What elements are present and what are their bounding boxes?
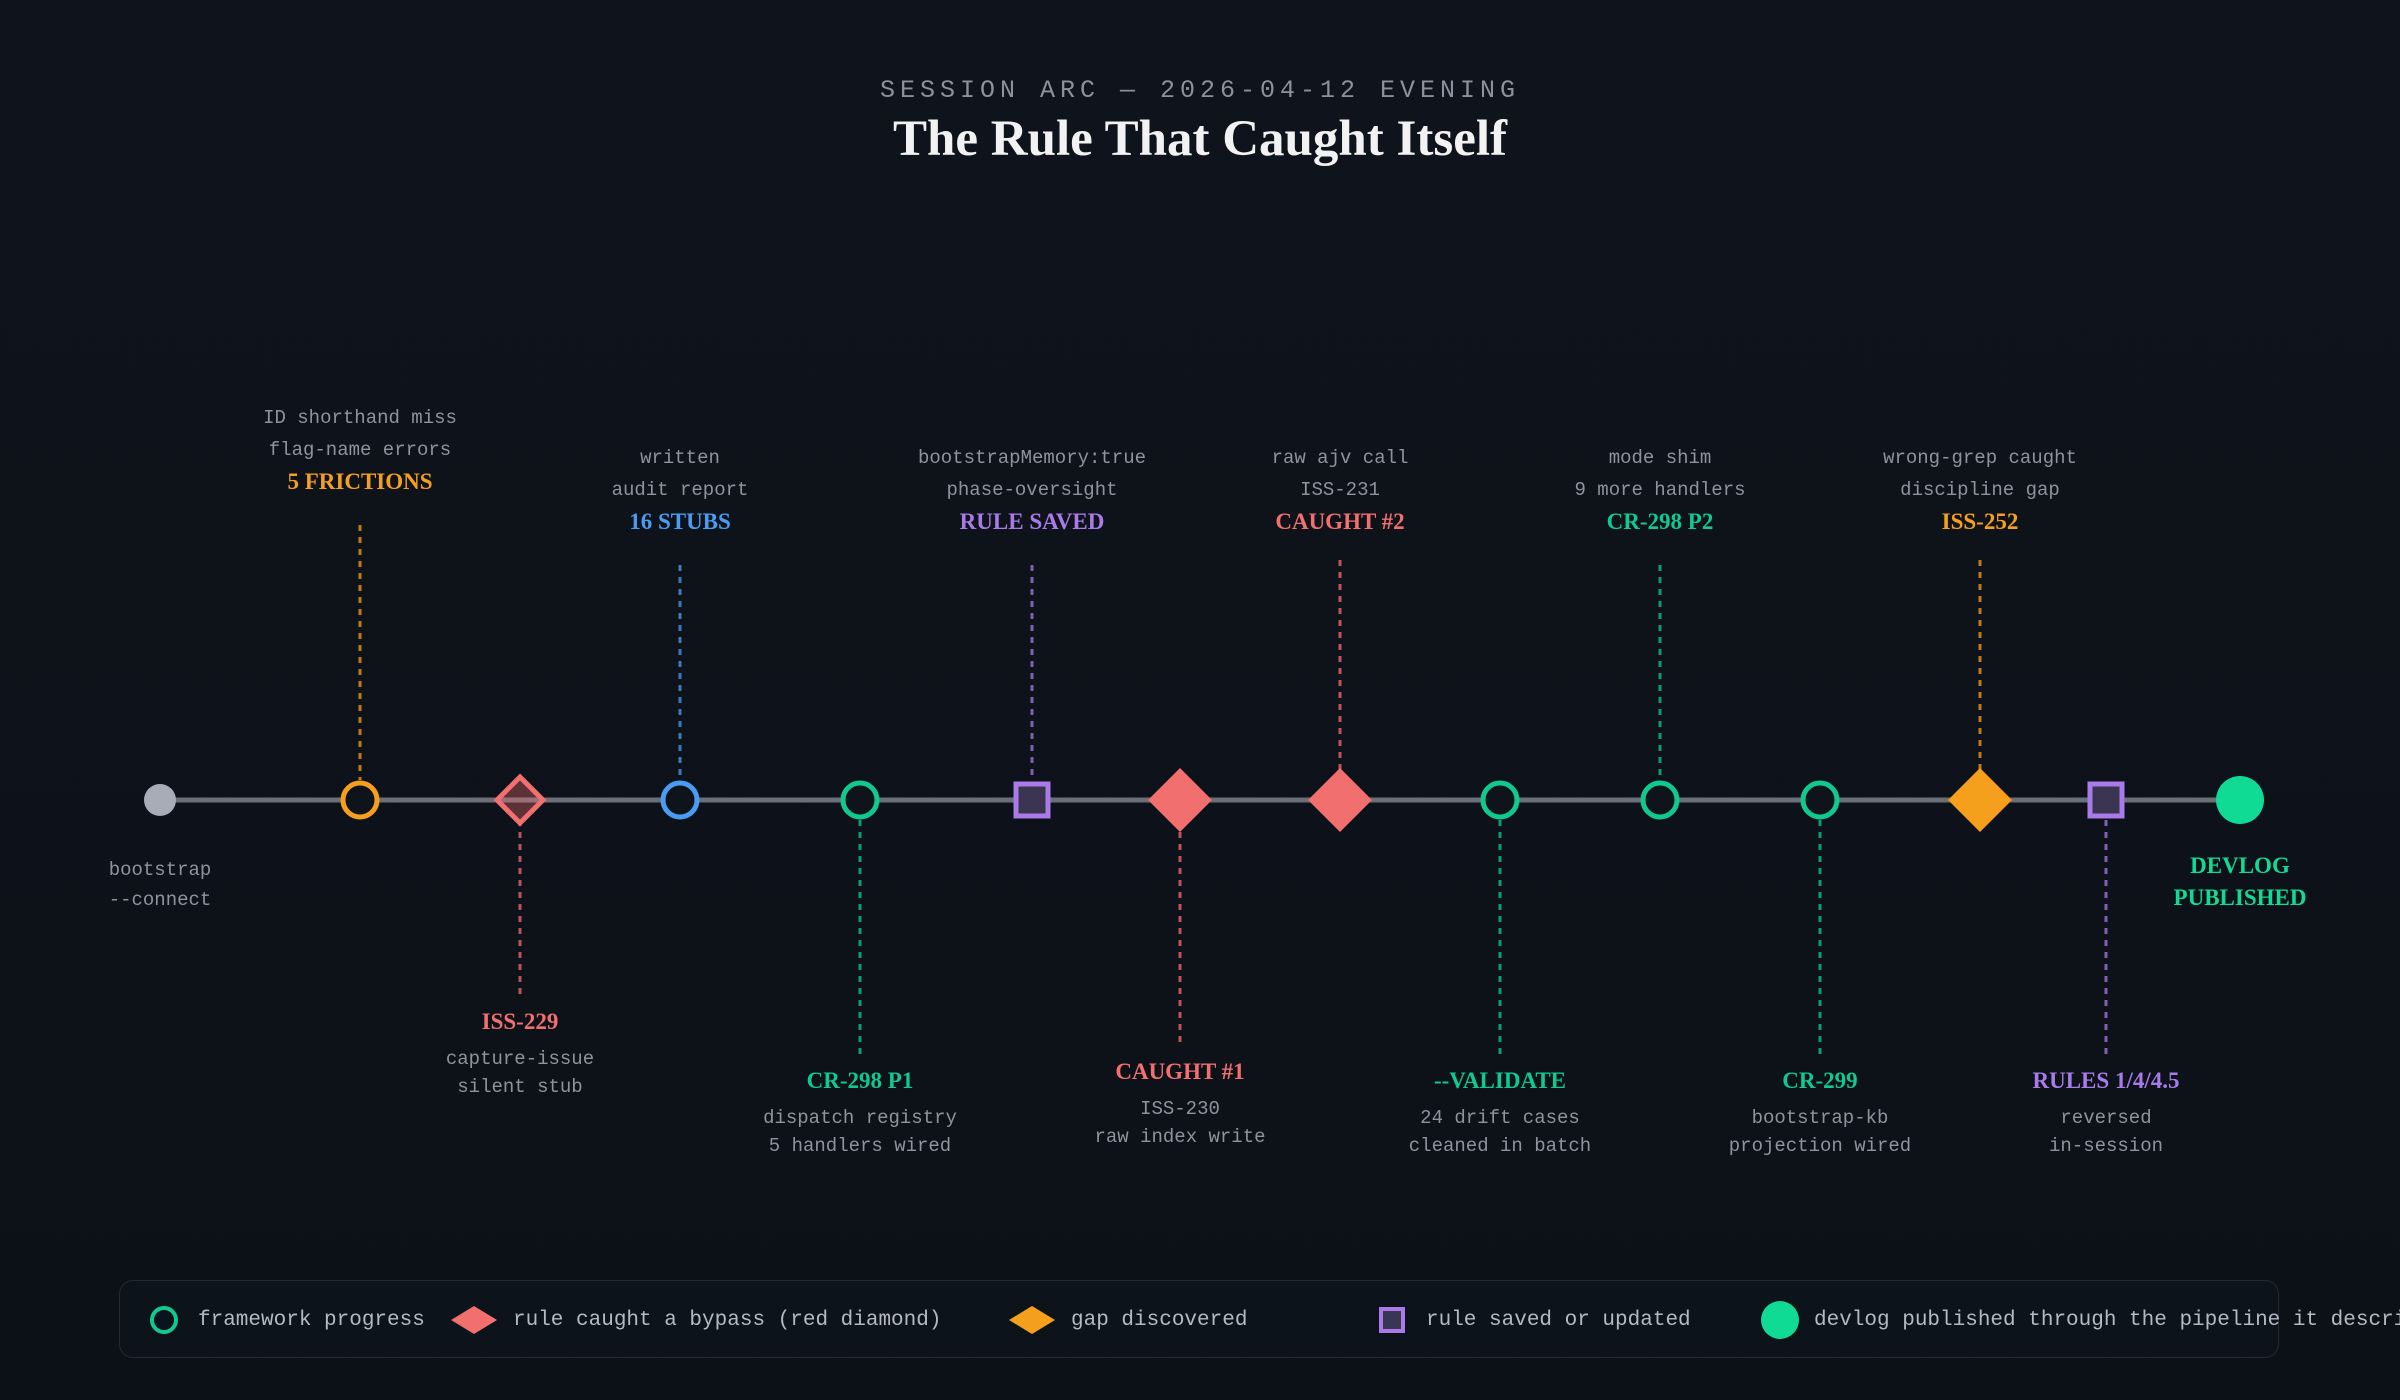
event-title: DEVLOG [2190, 853, 2290, 878]
legend-item: gap discovered [1005, 1281, 1247, 1359]
event-devlog: DEVLOG PUBLISHED [2174, 776, 2307, 910]
event-title: CR-299 [1782, 1068, 1857, 1093]
event-detail: audit report [612, 479, 749, 501]
legend-label: rule saved or updated [1426, 1308, 1691, 1332]
legend-square-icon [1379, 1307, 1405, 1333]
event-detail: --connect [109, 889, 212, 911]
event-detail: raw index write [1094, 1126, 1265, 1148]
event-cr-298-p1: CR-298 P1 dispatch registry 5 handlers wir… [763, 780, 957, 1157]
event-detail: cleaned in batch [1409, 1135, 1591, 1157]
event-title: RULE SAVED [960, 509, 1105, 534]
event-cr-299: CR-299 bootstrap-kb projection wired [1729, 780, 1911, 1157]
event-detail: discipline gap [1900, 479, 2060, 501]
legend-diamond-icon [451, 1306, 497, 1334]
event-title: PUBLISHED [2174, 885, 2307, 910]
event-caught-1: CAUGHT #1 ISS-230 raw index write [1094, 768, 1266, 1148]
legend-item: rule saved or updated [1372, 1281, 1691, 1359]
event-detail: silent stub [457, 1076, 582, 1098]
event-title: 5 FRICTIONS [287, 469, 432, 494]
event-detail: projection wired [1729, 1135, 1911, 1157]
event-title: CR-298 P1 [807, 1068, 914, 1093]
event-detail: raw ajv call [1272, 447, 1409, 469]
event-title: ISS-229 [482, 1009, 559, 1034]
marker-diamond [1148, 768, 1212, 832]
event-caught-2: raw ajv call ISS-231 CAUGHT #2 [1272, 447, 1409, 832]
event-detail: mode shim [1609, 447, 1712, 469]
legend-item: rule caught a bypass (red diamond) [447, 1281, 941, 1359]
event-detail: phase-oversight [946, 479, 1117, 501]
session-kicker: SESSION ARC — 2026-04-12 EVENING [879, 76, 1521, 105]
page-title: The Rule That Caught Itself [893, 111, 1507, 167]
legend-label: gap discovered [1071, 1308, 1248, 1332]
event-detail: bootstrap [109, 859, 212, 881]
event-detail: ID shorthand miss [263, 407, 457, 429]
marker-ring [840, 780, 880, 820]
event-detail: bootstrapMemory:true [918, 447, 1146, 469]
marker-square [2087, 781, 2125, 819]
event-validate: --VALIDATE 24 drift cases cleaned in batch [1409, 780, 1591, 1157]
legend-item: devlog published through the pipeline it… [1760, 1281, 2400, 1359]
legend-label: framework progress [198, 1308, 425, 1332]
event-detail: ISS-230 [1140, 1098, 1220, 1120]
event-detail: flag-name errors [269, 439, 451, 461]
event-detail: ISS-231 [1300, 479, 1380, 501]
event-rule-saved: bootstrapMemory:true phase-oversight RULE … [918, 447, 1146, 819]
event-frictions: ID shorthand miss flag-name errors 5 FRICT… [263, 407, 457, 820]
marker-diamond [1948, 768, 2012, 832]
event-detail: reversed [2060, 1107, 2151, 1129]
marker-ring [1640, 780, 1680, 820]
event-bootstrap: bootstrap --connect [109, 784, 212, 911]
marker-ring [1480, 780, 1520, 820]
event-detail: bootstrap-kb [1752, 1107, 1889, 1129]
event-stubs: written audit report 16 STUBS [612, 447, 749, 820]
event-rules-reversed: RULES 1/4/4.5 reversed in-session [2033, 781, 2180, 1157]
event-title: --VALIDATE [1434, 1068, 1566, 1093]
event-title: RULES 1/4/4.5 [2033, 1068, 2180, 1093]
event-title: CAUGHT #1 [1115, 1059, 1244, 1084]
event-detail: wrong-grep caught [1883, 447, 2077, 469]
event-title: CAUGHT #2 [1275, 509, 1404, 534]
marker-ring [1800, 780, 1840, 820]
event-detail: 9 more handlers [1574, 479, 1745, 501]
event-detail: 24 drift cases [1420, 1107, 1580, 1129]
legend-ring-icon [150, 1306, 178, 1334]
marker-diamond [1308, 768, 1372, 832]
event-detail: capture-issue [446, 1048, 594, 1070]
event-detail: 5 handlers wired [769, 1135, 951, 1157]
marker-ring [340, 780, 380, 820]
marker-start-dot [144, 784, 176, 816]
event-title: 16 STUBS [629, 509, 731, 534]
marker-big-dot [2216, 776, 2264, 824]
legend: framework progress rule caught a bypass (… [119, 1280, 2400, 1359]
event-detail: written [640, 447, 720, 469]
legend-item: framework progress [144, 1281, 425, 1359]
legend-label: rule caught a bypass (red diamond) [513, 1308, 942, 1332]
marker-square [1013, 781, 1051, 819]
event-iss-229: ISS-229 capture-issue silent stub [446, 773, 594, 1098]
legend-label: devlog published through the pipeline it… [1814, 1308, 2400, 1332]
legend-diamond-icon [1009, 1306, 1055, 1334]
event-detail: dispatch registry [763, 1107, 957, 1129]
event-title: ISS-252 [1942, 509, 2019, 534]
event-detail: in-session [2049, 1135, 2163, 1157]
event-title: CR-298 P2 [1607, 509, 1714, 534]
event-cr-298-p2: mode shim 9 more handlers CR-298 P2 [1574, 447, 1746, 820]
event-iss-252: wrong-grep caught discipline gap ISS-252 [1883, 447, 2077, 832]
legend-big-dot-icon [1761, 1301, 1799, 1339]
marker-diamond-outline [493, 773, 547, 827]
marker-ring [660, 780, 700, 820]
